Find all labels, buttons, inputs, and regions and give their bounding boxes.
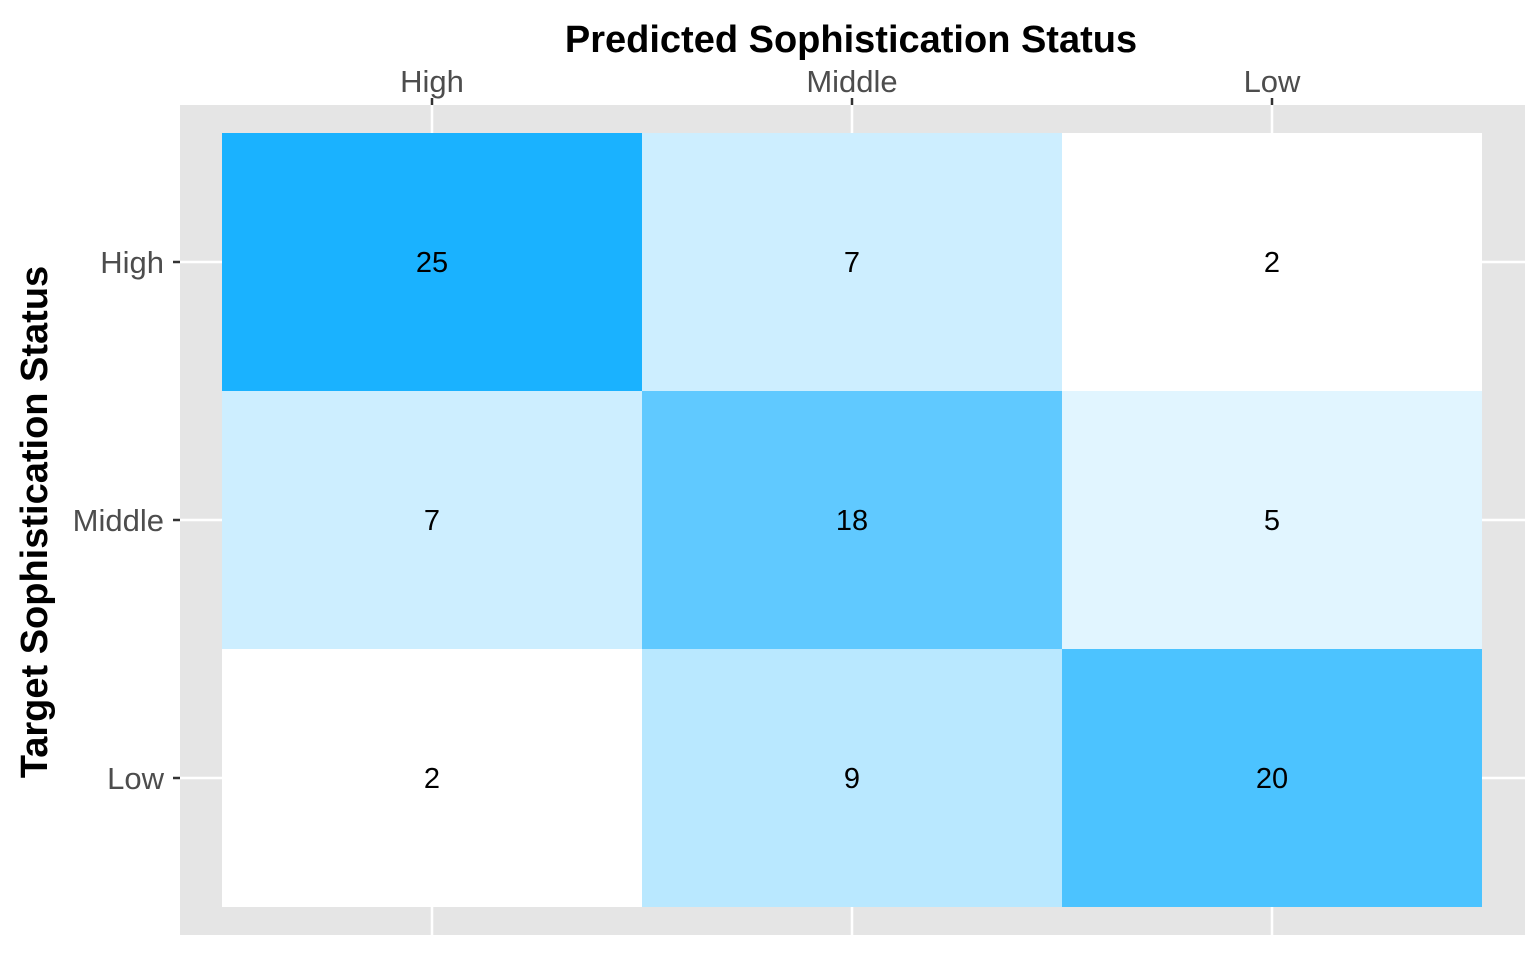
cell-value-label: 20 bbox=[1256, 763, 1288, 795]
tick-layer: High Middle Low High Middle Low bbox=[73, 64, 1301, 796]
cell-value-label: 5 bbox=[1264, 505, 1280, 537]
x-tick-label-high: High bbox=[400, 64, 464, 99]
cell-value-label: 2 bbox=[1264, 247, 1280, 279]
heatmap-cell-low-high bbox=[222, 649, 642, 907]
cell-value-label: 7 bbox=[844, 247, 860, 279]
cell-value-label: 9 bbox=[844, 763, 860, 795]
x-tick-label-low: Low bbox=[1244, 64, 1301, 99]
y-tick-label-middle: Middle bbox=[73, 503, 164, 538]
heatmap-cell-middle-low bbox=[1062, 391, 1482, 649]
cell-value-label: 25 bbox=[416, 247, 448, 279]
heatmap-cell-middle-high bbox=[222, 391, 642, 649]
cell-layer bbox=[222, 133, 1482, 907]
x-axis-title: Predicted Sophistication Status bbox=[565, 19, 1137, 61]
cell-value-label: 18 bbox=[836, 505, 868, 537]
heatmap-cell-low-middle bbox=[642, 649, 1062, 907]
heatmap-cell-high-middle bbox=[642, 133, 1062, 391]
heatmap-cell-middle-middle bbox=[642, 391, 1062, 649]
x-tick-label-middle: Middle bbox=[806, 64, 897, 99]
cell-value-label: 2 bbox=[424, 763, 440, 795]
heatmap-cell-low-low bbox=[1062, 649, 1482, 907]
heatmap-cell-high-high bbox=[222, 133, 642, 391]
y-axis-title: Target Sophistication Status bbox=[14, 266, 56, 778]
y-tick-label-high: High bbox=[100, 245, 164, 280]
cell-label-layer: 25 7 2 7 18 5 2 9 20 bbox=[416, 247, 1288, 795]
cell-value-label: 7 bbox=[424, 505, 440, 537]
y-tick-label-low: Low bbox=[107, 761, 164, 796]
heatmap-cell-high-low bbox=[1062, 133, 1482, 391]
